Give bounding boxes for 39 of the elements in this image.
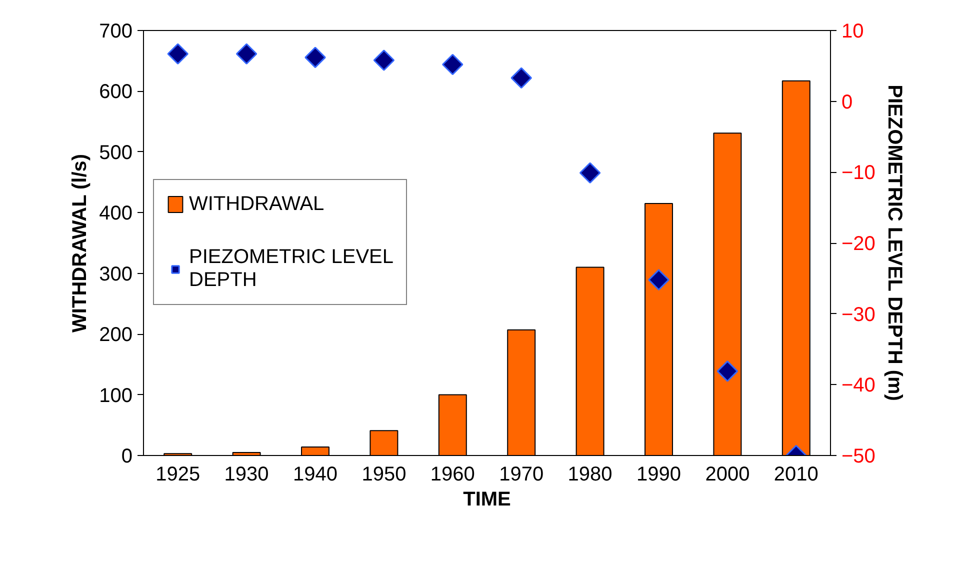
y-tick-label: 400 <box>99 202 133 225</box>
y2-tick-label: 0 <box>842 91 853 114</box>
y-tick-label: 500 <box>99 142 133 164</box>
point <box>167 43 188 65</box>
point <box>373 50 395 71</box>
y-tick-label: 700 <box>99 20 133 42</box>
y2-tick-label: −50 <box>842 446 876 468</box>
point <box>648 269 670 290</box>
x-tick-label: 1970 <box>499 464 544 486</box>
x-axis-title: TIME <box>463 488 511 510</box>
y-tick-label: 300 <box>99 263 133 286</box>
legend-label: WITHDRAWAL <box>189 192 324 216</box>
y-tick-label: 0 <box>121 446 132 468</box>
x-tick-label: 1925 <box>156 464 200 486</box>
y-tick-label: 100 <box>99 384 133 407</box>
y2-tick-label: −30 <box>842 304 876 326</box>
x-tick-label: 2010 <box>774 464 818 486</box>
x-tick-label: 1980 <box>568 464 612 486</box>
y2-tick-label: −40 <box>842 374 876 397</box>
y-axis-title: WITHDRAWAL (l/s) <box>69 154 92 332</box>
point <box>442 54 464 76</box>
x-tick-label: 1990 <box>636 464 682 486</box>
x-tick-label: 1940 <box>293 464 338 486</box>
point <box>510 67 532 89</box>
y2-tick-label: −20 <box>842 233 876 255</box>
point <box>236 43 258 65</box>
x-tick-label: 1960 <box>430 464 475 486</box>
y2-axis-title: PIEZOMETRIC LEVEL DEPTH (m) <box>883 84 906 401</box>
y-tick-label: 600 <box>99 81 133 104</box>
x-tick-label: 2000 <box>705 464 750 486</box>
y-tick-label: 200 <box>99 324 133 346</box>
x-tick-label: 1930 <box>224 464 269 486</box>
point <box>579 162 601 184</box>
point <box>716 360 738 382</box>
point <box>304 46 326 68</box>
legend-label: PIEZOMETRIC LEVEL DEPTH <box>189 246 394 292</box>
y2-tick-label: −10 <box>842 162 876 184</box>
y2-tick-label: 10 <box>842 20 864 42</box>
x-tick-label: 1950 <box>362 464 406 486</box>
